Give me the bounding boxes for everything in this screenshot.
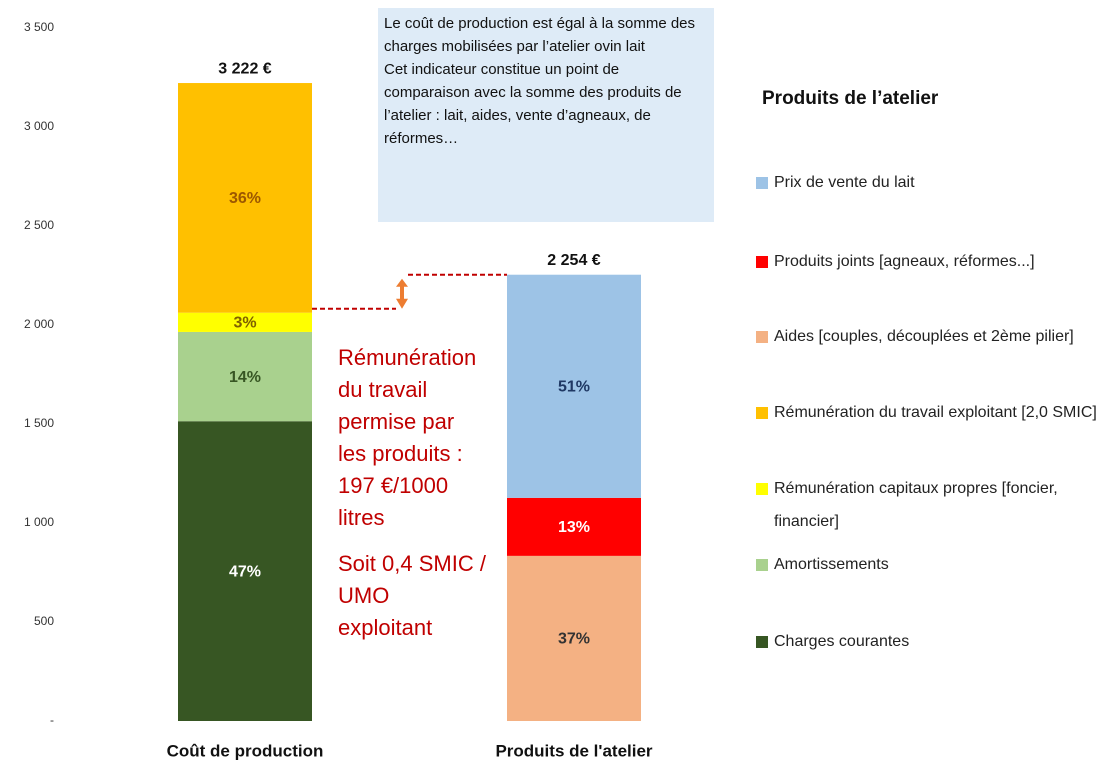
annotation-line: Soit 0,4 SMIC / xyxy=(338,551,486,576)
bar-segment xyxy=(178,312,312,332)
spacer xyxy=(338,534,486,548)
y-tick-label: 2 500 xyxy=(24,218,54,232)
legend-swatch xyxy=(756,331,768,343)
y-tick-label: 3 500 xyxy=(24,20,54,34)
y-tick-label: 1 500 xyxy=(24,416,54,430)
legend-item: Amortissements xyxy=(756,548,1097,581)
legend-swatch xyxy=(756,559,768,571)
bar-segment xyxy=(507,497,641,556)
bar-segment xyxy=(178,421,312,721)
annotation-line: exploitant xyxy=(338,615,433,640)
annotation-line: du travail xyxy=(338,377,428,402)
arrow xyxy=(396,278,408,309)
y-tick-label: 3 000 xyxy=(24,119,54,133)
legend-item: Rémunération du travail exploitant [2,0 … xyxy=(756,396,1097,429)
legend-item: Rémunération capitaux propres [foncier, … xyxy=(756,472,1097,538)
legend-item: Aides [couples, découplées et 2ème pilie… xyxy=(756,320,1097,353)
total-label: 2 254 € xyxy=(547,252,600,269)
note-box: Le coût de production est égal à la somm… xyxy=(378,8,714,222)
legend-swatch xyxy=(756,636,768,648)
note-text: Le coût de production est égal à la somm… xyxy=(384,15,696,55)
bar-segment xyxy=(507,555,641,721)
total-label: 3 222 € xyxy=(218,60,271,77)
segment-label: 36% xyxy=(229,190,261,207)
segment-label: 51% xyxy=(558,378,590,395)
annotation-line: UMO xyxy=(338,583,390,608)
x-tick-label: Coût de production xyxy=(167,741,324,760)
legend-label: Amortissements xyxy=(774,556,889,573)
legend-item: Charges courantes xyxy=(756,625,1097,658)
segment-label: 13% xyxy=(558,519,590,536)
legend-title: Produits de l’atelier xyxy=(762,88,939,109)
legend-label: Prix de vente du lait xyxy=(774,174,915,191)
legend-label: Rémunération capitaux propres [foncier, … xyxy=(774,480,1058,530)
segment-label: 37% xyxy=(558,631,590,648)
legend-label: Produits joints [agneaux, réformes...] xyxy=(774,253,1035,270)
annotation-line: permise par xyxy=(338,409,455,434)
annotation-line: les produits : xyxy=(338,441,463,466)
segment-label: 47% xyxy=(229,563,261,580)
bar-segment xyxy=(507,274,641,498)
legend-swatch xyxy=(756,177,768,189)
legend-swatch xyxy=(756,407,768,419)
legend-label: Aides [couples, découplées et 2ème pilie… xyxy=(774,328,1074,345)
legend-item: Produits joints [agneaux, réformes...] xyxy=(756,245,1097,278)
bar-segment xyxy=(178,331,312,422)
legend-swatch xyxy=(756,483,768,495)
note-text: Cet indicateur constitue un point de com… xyxy=(384,61,682,147)
segment-label: 3% xyxy=(233,315,256,332)
y-tick-label: - xyxy=(50,713,54,727)
y-tick-label: 1 000 xyxy=(24,515,54,529)
segment-label: 14% xyxy=(229,369,261,386)
x-tick-label: Produits de l'atelier xyxy=(495,741,652,760)
annotation-line: litres xyxy=(338,505,385,530)
legend-swatch xyxy=(756,256,768,268)
legend-label: Charges courantes xyxy=(774,633,910,650)
annotation: Rémunération du travail permise par les pro… xyxy=(338,342,486,644)
annotation-line: Rémunération xyxy=(338,345,477,370)
annotation-line: 197 €/1000 xyxy=(338,473,449,498)
y-tick-label: 500 xyxy=(34,614,54,628)
legend-item: Prix de vente du lait xyxy=(756,166,1097,199)
legend-label: Rémunération du travail exploitant [2,0 … xyxy=(774,404,1097,421)
y-tick-label: 2 000 xyxy=(24,317,54,331)
bar-segment xyxy=(178,83,312,313)
